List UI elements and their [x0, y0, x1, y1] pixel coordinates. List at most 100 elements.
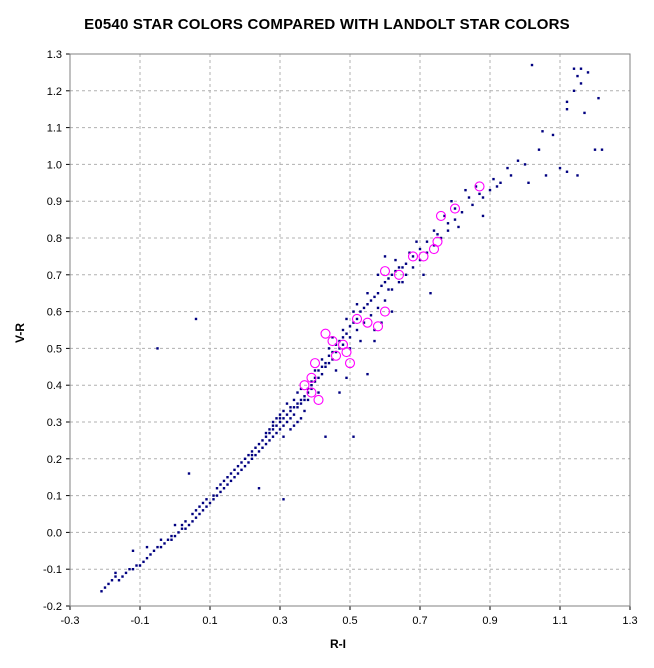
landolt-point [299, 402, 303, 405]
e0540-point [327, 335, 338, 347]
y-tick-label: 0.8 [47, 233, 62, 245]
landolt-point [254, 453, 257, 457]
landolt-point [320, 372, 324, 376]
y-tick-label: 0.2 [47, 454, 62, 466]
landolt-point [282, 424, 285, 427]
landolt-point [310, 380, 313, 383]
landolt-point [292, 398, 296, 402]
e0540-point [320, 328, 331, 339]
landolt-point [257, 487, 261, 490]
landolt-point [215, 487, 219, 490]
y-tick-label: 1.2 [47, 86, 62, 98]
landolt-point [373, 295, 376, 299]
x-tick-label: -0.1 [131, 615, 150, 627]
e0540-point [449, 203, 461, 214]
landolt-point [205, 505, 208, 508]
landolt-point [317, 369, 320, 372]
landolt-point [509, 174, 513, 177]
e0540-point [330, 350, 342, 361]
landolt-point [516, 159, 520, 162]
landolt-point [345, 317, 348, 321]
y-tick-label: 0.0 [47, 527, 62, 539]
landolt-point [131, 549, 135, 552]
landolt-point [345, 332, 348, 335]
e0540-point [407, 251, 419, 262]
landolt-point [366, 292, 369, 295]
landolt-point [145, 545, 149, 549]
landolt-point [551, 133, 555, 137]
landolt-point [247, 453, 250, 457]
landolt-point [152, 549, 156, 552]
landolt-point [320, 358, 324, 361]
landolt-point [292, 424, 296, 427]
landolt-point [289, 428, 292, 431]
landolt-point [331, 350, 334, 354]
landolt-point [355, 328, 359, 332]
landolt-point [226, 476, 229, 479]
e0540-point [393, 269, 405, 280]
landolt-point [565, 170, 569, 173]
landolt-point [341, 343, 345, 346]
landolt-point [299, 387, 303, 391]
landolt-point [282, 498, 285, 501]
landolt-point [264, 431, 268, 435]
landolt-point [544, 174, 548, 177]
landolt-point [565, 100, 569, 104]
e0540-point [435, 210, 447, 221]
landolt-point [394, 258, 397, 262]
landolt-point [222, 479, 226, 483]
landolt-point [257, 442, 261, 446]
x-tick-label: -0.3 [61, 615, 80, 627]
landolt-point [135, 564, 138, 567]
landolt-point [450, 200, 453, 203]
x-tick-label: 0.5 [342, 615, 357, 627]
landolt-point [341, 328, 345, 332]
landolt-point [282, 435, 285, 438]
landolt-point [369, 299, 373, 302]
landolt-point [243, 457, 247, 460]
landolt-point [163, 542, 166, 545]
landolt-point [446, 229, 450, 232]
landolt-point [173, 534, 177, 538]
landolt-point [404, 273, 408, 276]
landolt-point [240, 461, 243, 464]
e0540-series [299, 181, 485, 405]
landolt-point [271, 424, 275, 427]
landolt-point [355, 303, 359, 306]
landolt-point [198, 512, 201, 516]
landolt-point [443, 214, 446, 218]
landolt-point [537, 148, 541, 151]
landolt-point [114, 571, 117, 575]
landolt-point [306, 398, 310, 402]
landolt-point [131, 568, 135, 571]
landolt-point [219, 483, 222, 486]
x-tick-label: 1.3 [622, 615, 637, 627]
landolt-point [376, 292, 380, 295]
landolt-point [170, 538, 173, 541]
landolt-point [352, 321, 355, 324]
landolt-point [327, 347, 331, 350]
landolt-point [320, 365, 324, 368]
x-tick-label: 0.3 [272, 615, 287, 627]
landolt-point [572, 89, 576, 92]
y-tick-label: 0.1 [47, 491, 62, 503]
landolt-point [261, 439, 264, 442]
landolt-point [408, 251, 411, 254]
x-tick-label: 0.1 [202, 615, 217, 627]
landolt-point [397, 266, 401, 269]
landolt-point [208, 501, 212, 505]
landolt-point [156, 347, 159, 350]
landolt-point [226, 483, 229, 486]
landolt-point [296, 406, 299, 409]
landolt-point [457, 225, 460, 229]
y-tick-label: 1.0 [47, 159, 62, 171]
landolt-point [303, 409, 306, 413]
landolt-point [233, 468, 236, 472]
landolt-point [436, 233, 439, 236]
landolt-point [338, 339, 341, 343]
landolt-point [345, 376, 348, 380]
landolt-point [341, 336, 345, 339]
landolt-point [250, 453, 254, 457]
landolt-point [247, 461, 250, 464]
landolt-point [348, 336, 352, 339]
